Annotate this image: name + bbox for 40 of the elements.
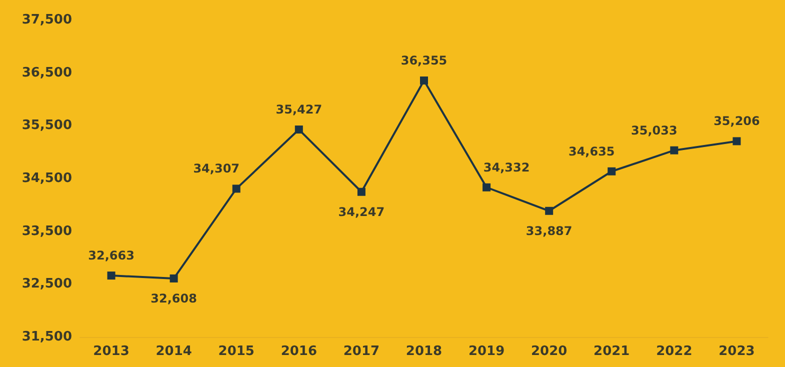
data-label: 32,663 [88, 248, 134, 263]
x-tick-label: 2020 [530, 344, 568, 359]
point [420, 76, 428, 84]
point [545, 206, 554, 215]
x-tick-label: 2015 [218, 344, 254, 359]
y-tick-label: 37,500 [22, 12, 72, 28]
point [482, 183, 491, 192]
data-label: 34,307 [193, 162, 240, 176]
point [357, 188, 366, 196]
y-tick-label: 35,500 [22, 118, 72, 134]
y-tick-label: 33,500 [22, 224, 72, 239]
data-label: 35,033 [631, 123, 678, 138]
y-tick-label: 31,500 [22, 330, 72, 344]
y-tick-label: 34,500 [22, 171, 72, 186]
point [670, 146, 678, 154]
data-label: 34,247 [338, 204, 385, 219]
y-tick-label: 32,500 [22, 276, 72, 292]
x-tick-label: 2016 [280, 344, 318, 359]
x-tick-label: 2014 [156, 344, 192, 359]
point [608, 167, 616, 176]
data-label: 33,887 [526, 224, 572, 238]
y-tick-label: 36,500 [22, 65, 72, 80]
data-label: 35,206 [714, 114, 760, 128]
point [107, 272, 116, 280]
point [170, 274, 178, 282]
data-label: 34,332 [483, 160, 530, 174]
x-tick-label: 2013 [93, 344, 130, 359]
x-tick-label: 2017 [343, 344, 380, 359]
x-tick-label: 2023 [718, 344, 755, 359]
data-label: 34,635 [568, 144, 615, 158]
data-label: 32,608 [150, 291, 197, 306]
point [232, 184, 240, 193]
x-tick-label: 2021 [594, 344, 630, 359]
data-label: 35,427 [276, 102, 322, 117]
x-tick-label: 2022 [656, 344, 692, 359]
x-tick-label: 2018 [406, 344, 442, 359]
data-label: 36,355 [400, 53, 448, 68]
point [732, 137, 741, 146]
point [294, 126, 303, 134]
x-tick-label: 2019 [468, 344, 505, 359]
